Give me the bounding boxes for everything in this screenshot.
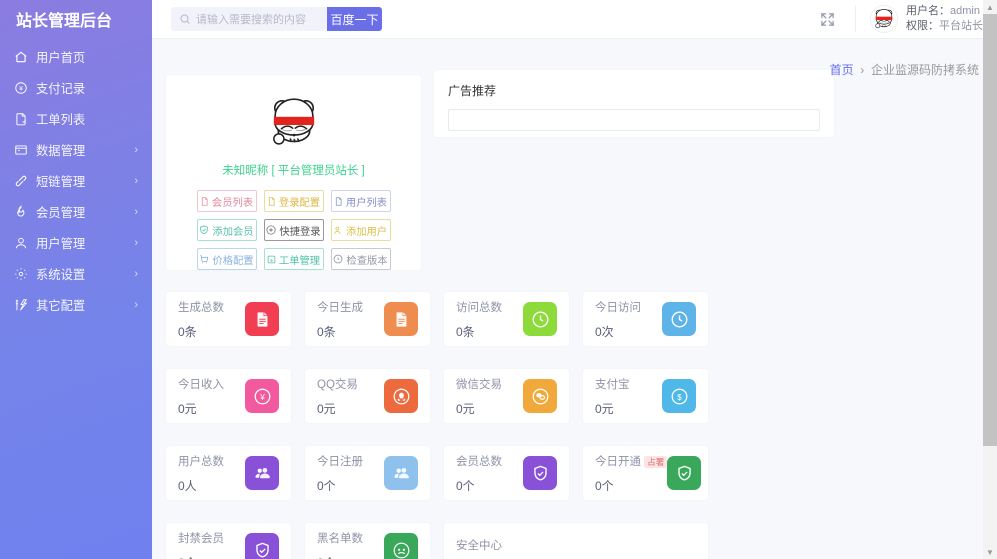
- svg-text:¥: ¥: [259, 392, 265, 402]
- svg-text:¥: ¥: [19, 85, 23, 92]
- svg-text:$: $: [677, 393, 682, 402]
